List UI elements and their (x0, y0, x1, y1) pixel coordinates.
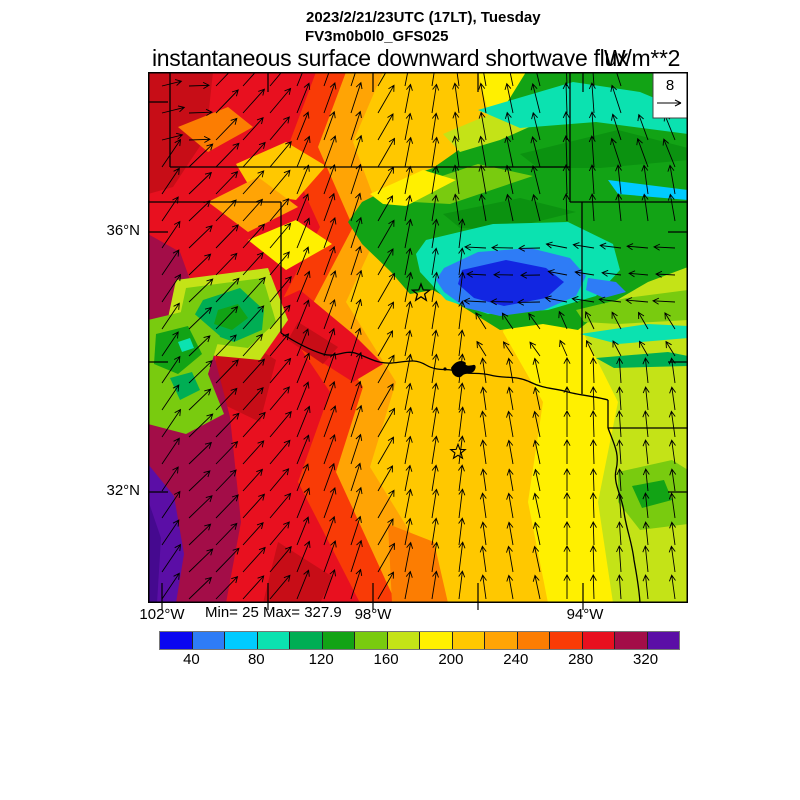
colorbar-cell (160, 632, 193, 649)
city-star-markers (410, 282, 467, 460)
colorbar-cell (257, 632, 290, 649)
wind-arrows (161, 57, 677, 600)
colorbar-cell (192, 632, 225, 649)
colorbar-cell (355, 632, 388, 649)
weather-map: 8 (148, 57, 689, 612)
colorbar-cell (485, 632, 518, 649)
colorbar-tick-label: 280 (568, 651, 594, 668)
header-model: FV3m0b0l0_GFS025 (305, 28, 449, 45)
reference-vector-box: 8 (652, 71, 689, 119)
lon-label: 102°W (139, 606, 185, 623)
star-marker-oklahoma (410, 282, 432, 302)
red-river (280, 332, 609, 401)
map-frame (148, 72, 688, 603)
colorbar-cell (517, 632, 550, 649)
color-field (148, 72, 688, 603)
colorbar (159, 631, 680, 650)
minmax-text: Min= 25 Max= 327.9 (205, 604, 342, 621)
colorbar-cell (550, 632, 583, 649)
sabine-river (607, 427, 641, 604)
colorbar-tick-labels: 40 80 120 160 200 240 280 320 (159, 650, 678, 670)
lon-label: 94°W (566, 606, 604, 623)
colorbar-cell (387, 632, 420, 649)
colorbar-tick-label: 80 (247, 651, 265, 668)
wind-arrow-glyphs (161, 57, 677, 600)
state-borders (148, 72, 688, 604)
reference-speed-label: 8 (666, 77, 674, 94)
lat-label: 36°N (106, 222, 140, 239)
colorbar-cell (647, 632, 679, 649)
lat-label: 32°N (106, 482, 140, 499)
colorbar-tick-label: 40 (183, 651, 200, 668)
colorbar-cell (452, 632, 485, 649)
header-datetime: 2023/2/21/23UTC (17LT), Tuesday (306, 9, 541, 26)
plot-title: instantaneous surface downward shortwave… (152, 45, 629, 71)
colorbar-cell (290, 632, 323, 649)
plot-units: W/m**2 (604, 45, 681, 71)
lon-label: 98°W (354, 606, 392, 623)
colorbar-cell (225, 632, 258, 649)
colorbar-cell (420, 632, 453, 649)
map-canvas: 8 (148, 57, 689, 610)
colorbar-cell (582, 632, 615, 649)
colorbar-tick-label: 240 (503, 651, 529, 668)
colorbar-cell (322, 632, 355, 649)
small-lake (443, 367, 447, 371)
star-marker-dfw (449, 442, 467, 460)
map-ticks (148, 72, 688, 610)
colorbar-cell (615, 632, 648, 649)
reference-arrow-icon (657, 99, 682, 107)
lake-texoma (451, 360, 476, 378)
colorbar-tick-label: 160 (373, 651, 399, 668)
colorbar-tick-label: 320 (633, 651, 659, 668)
colorbar-tick-label: 200 (438, 651, 464, 668)
colorbar-tick-label: 120 (308, 651, 334, 668)
